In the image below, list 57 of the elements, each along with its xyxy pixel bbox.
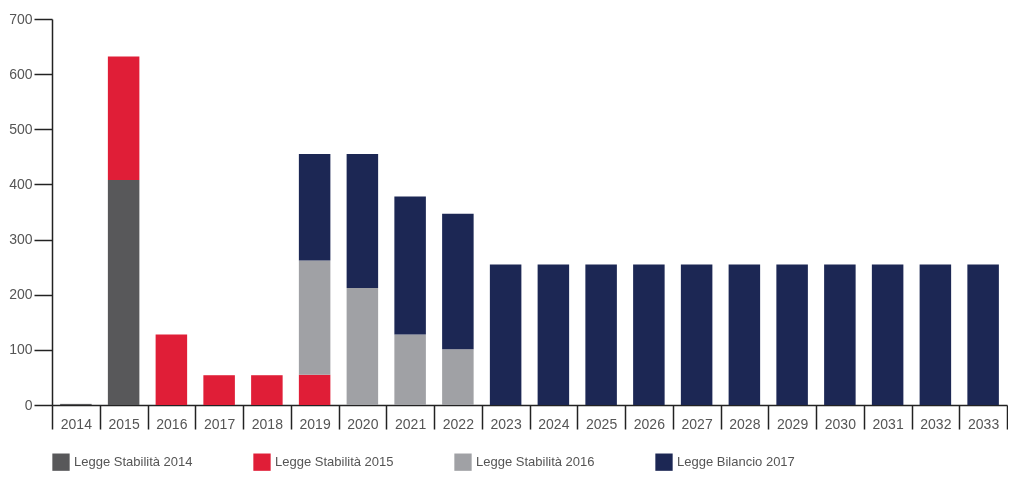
x-tick-label: 2033 (968, 415, 1000, 432)
bar (107, 180, 140, 405)
x-tick-label: 2022 (442, 415, 475, 432)
x-tick-label: 2028 (729, 415, 761, 432)
bar (776, 264, 808, 405)
x-tick-label: 2030 (824, 415, 857, 432)
bar (298, 154, 331, 261)
x-tick-label: 2026 (633, 415, 666, 432)
x-tick-label: 2021 (395, 415, 427, 432)
bar (824, 264, 856, 405)
bar (871, 264, 904, 405)
bar (155, 334, 188, 405)
x-tick-label: 2019 (299, 415, 331, 432)
bar (633, 264, 665, 405)
y-tick-label: 700 (9, 10, 33, 27)
x-tick-label: 2023 (490, 415, 522, 432)
x-tick-label: 2017 (204, 415, 236, 432)
x-tick-label: 2020 (347, 415, 379, 432)
x-tick-label: 2016 (156, 415, 188, 432)
x-tick-label: 2032 (920, 415, 952, 432)
bar (489, 264, 522, 405)
x-tick-label: 2014 (60, 415, 93, 432)
y-tick-label: 500 (9, 120, 33, 137)
bar (728, 264, 761, 405)
x-tick-label: 2015 (108, 415, 140, 432)
bar (107, 56, 140, 181)
x-tick-label: 2031 (872, 415, 904, 432)
bar (298, 374, 331, 405)
x-tick-label: 2024 (538, 415, 570, 432)
bar (680, 264, 713, 405)
bar (537, 264, 570, 405)
legend-label: Legge Bilancio 2017 (677, 454, 795, 470)
y-tick-label: 100 (9, 341, 33, 358)
bar (585, 264, 617, 405)
y-tick-label: 0 (24, 396, 33, 413)
bar (919, 264, 952, 405)
y-tick-label: 200 (9, 286, 33, 303)
y-tick-label: 300 (9, 231, 33, 248)
x-tick-label: 2018 (251, 415, 284, 432)
y-tick-label: 600 (9, 65, 33, 82)
bar (967, 264, 999, 405)
x-tick-label: 2025 (586, 415, 618, 432)
bar (394, 196, 426, 335)
x-tick-label: 2029 (777, 415, 809, 432)
bar (442, 213, 474, 350)
legend-label: Legge Stabilità 2016 (476, 454, 595, 470)
bar (442, 349, 474, 405)
bar (346, 154, 379, 289)
y-tick-label: 400 (9, 175, 33, 192)
x-tick-label: 2027 (681, 415, 713, 432)
bar (203, 375, 235, 405)
bar (346, 288, 379, 405)
bar (251, 375, 283, 405)
bar (298, 260, 331, 375)
bar (394, 334, 426, 405)
legend-label: Legge Stabilità 2014 (74, 454, 193, 470)
legend-label: Legge Stabilità 2015 (275, 454, 394, 470)
